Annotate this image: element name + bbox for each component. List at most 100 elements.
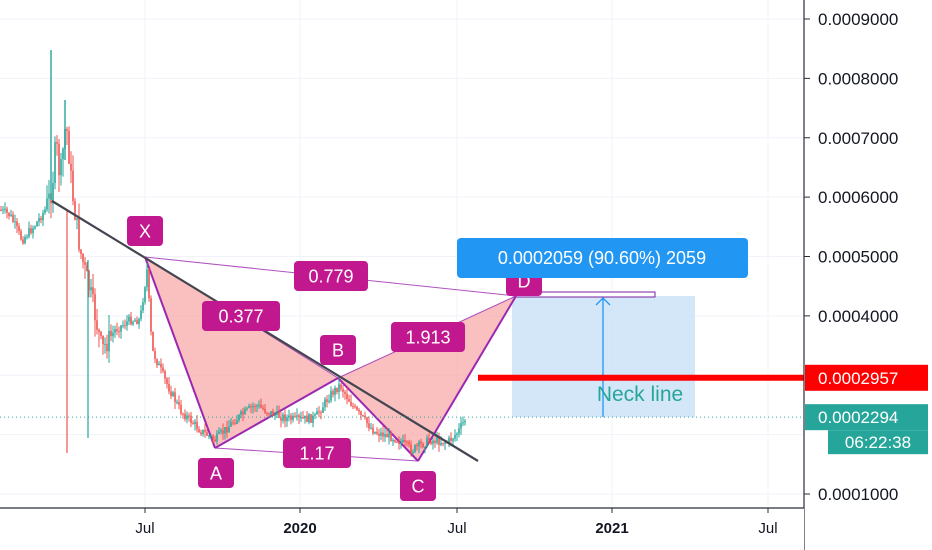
- candle-body: [254, 406, 256, 408]
- candle-body: [282, 414, 284, 421]
- price-tick-label: 0.0005000: [818, 248, 898, 267]
- candle-body: [430, 441, 432, 444]
- candle-body: [344, 391, 346, 394]
- candle-body: [440, 442, 442, 445]
- candle-body: [62, 148, 64, 160]
- candle-body: [14, 221, 16, 223]
- candle-body: [72, 170, 74, 202]
- point-label-c: C: [400, 471, 436, 501]
- candle-body: [144, 287, 146, 303]
- candle-body: [326, 399, 328, 402]
- candle-body: [222, 430, 224, 434]
- ratio-label-xb: 0.377: [202, 301, 280, 331]
- candle-body: [182, 413, 184, 415]
- candle-body: [172, 392, 174, 397]
- measure-label: 0.0002059 (90.60%) 2059: [457, 238, 748, 278]
- candle-body: [100, 331, 102, 336]
- candle-body: [142, 302, 144, 311]
- candle-body: [10, 214, 12, 216]
- price-tick-label: 0.0009000: [818, 10, 898, 29]
- candle-body: [272, 411, 274, 417]
- point-label-x: X: [127, 216, 163, 246]
- candle-body: [370, 427, 372, 429]
- candle-body: [22, 239, 24, 244]
- ratio-label-ac-bg: [283, 438, 351, 468]
- candle-body: [80, 249, 82, 255]
- candle-body: [128, 316, 130, 322]
- price-range-measure[interactable]: [512, 291, 695, 418]
- point-label-c-text: C: [412, 476, 425, 496]
- candle-body: [106, 344, 108, 352]
- candle-body: [294, 415, 296, 417]
- candle-body: [276, 411, 278, 415]
- candle-body: [180, 404, 182, 414]
- candle-body: [156, 359, 158, 366]
- point-label-a-bg: [198, 458, 234, 488]
- candle-body: [28, 228, 30, 237]
- candle-body: [442, 442, 444, 444]
- candle-body: [184, 413, 186, 420]
- candle-body: [292, 415, 294, 420]
- time-tick-label: 2020: [283, 520, 316, 537]
- time-axis[interactable]: Jul 2020 Jul 2021 Jul: [0, 507, 804, 550]
- candle-body: [432, 440, 434, 444]
- candle-body: [174, 392, 176, 403]
- neck-level-badge: [805, 364, 928, 391]
- ratio-label-ac: 1.17: [283, 438, 351, 468]
- candle-body: [66, 129, 68, 131]
- time-axis-bg: [0, 508, 804, 550]
- candle-body: [368, 423, 370, 429]
- candle-body: [378, 433, 380, 436]
- candle-body: [334, 387, 336, 395]
- candle-body: [112, 332, 114, 337]
- candle-body: [262, 407, 264, 409]
- candle-body: [346, 393, 348, 399]
- time-tick-label: Jul: [447, 520, 466, 537]
- neck-line[interactable]: Neck line: [0, 374, 805, 418]
- candle-body: [352, 405, 354, 407]
- candle-body: [212, 435, 214, 440]
- candle-body: [140, 310, 142, 320]
- candle-body: [286, 417, 288, 422]
- candle-body: [192, 423, 194, 425]
- candle-body: [136, 320, 138, 325]
- candle-body: [408, 441, 410, 445]
- candle-body: [456, 433, 458, 436]
- candle-body: [330, 391, 332, 401]
- candle-body: [58, 143, 60, 176]
- candle-body: [146, 269, 148, 288]
- price-tick-label: 0.0008000: [818, 69, 898, 88]
- candle-body: [48, 193, 50, 199]
- candle-body: [134, 320, 136, 322]
- candle-body: [318, 411, 320, 413]
- candle-body: [132, 321, 134, 325]
- candle-body: [340, 384, 342, 390]
- candle-body: [188, 415, 190, 417]
- candle-body: [242, 411, 244, 415]
- candle-body: [284, 414, 286, 422]
- candle-body: [152, 331, 154, 351]
- candle-body: [206, 431, 208, 436]
- harmonic-pattern[interactable]: [144, 256, 517, 462]
- candle-body: [44, 209, 46, 213]
- candle-body: [196, 421, 198, 430]
- candle-body: [240, 411, 242, 415]
- candle-body: [342, 389, 344, 392]
- candle-body: [320, 412, 322, 414]
- pattern-leg-xa: [144, 256, 216, 449]
- candle-body: [178, 401, 180, 405]
- candle-body: [246, 407, 248, 409]
- candle-body: [116, 329, 118, 332]
- candle-body: [258, 404, 260, 406]
- candle-body: [78, 218, 80, 250]
- pattern-leg-bc: [337, 377, 419, 462]
- candle-body: [248, 406, 250, 408]
- price-axis[interactable]: 0.0009000 0.0008000 0.0007000 0.0006000 0.00…: [803, 0, 932, 550]
- candle-body: [316, 411, 318, 415]
- countdown-badge: [828, 430, 928, 455]
- measure-arrowhead: [595, 297, 611, 306]
- candle-body: [200, 432, 202, 435]
- candle-body: [436, 437, 438, 443]
- candle-body: [38, 218, 40, 222]
